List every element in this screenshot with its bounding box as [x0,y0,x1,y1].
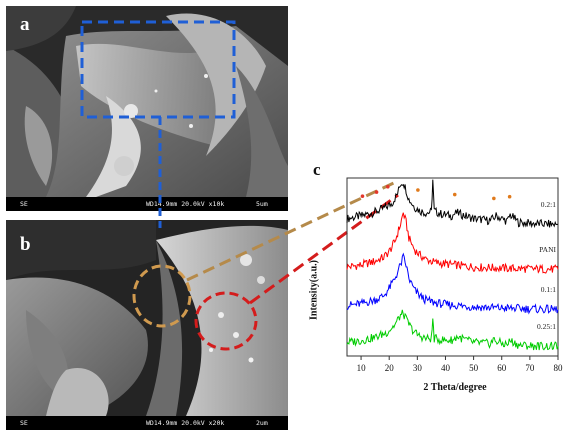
series-label: 0.1:1 [541,285,556,294]
x-tick-label: 20 [385,363,395,373]
x-tick-label: 70 [525,363,535,373]
xrd-chart: 10 20 30 40 50 60 70 80 0.2:1 PANI 0.1:1 0.25:1 [318,162,580,398]
x-tick-label: 10 [357,363,367,373]
x-axis-title: 2 Theta/degree [423,382,487,393]
zoom-region-box [80,20,236,119]
sem-scale-b: 2um [256,419,268,427]
peak-marker [416,188,420,192]
sem-mode-a: SE [20,200,28,208]
sem-micrograph-b [6,220,288,416]
sem-micrograph-a [6,6,288,197]
highlight-circle-red [194,291,258,351]
xrd-chart-svg: 10 20 30 40 50 60 70 80 0.2:1 PANI 0.1:1 0.25:1 [346,162,564,373]
sem-scale-a: 5um [256,200,268,208]
sem-params-a: WD14.9mm 20.0kV x10k [146,200,225,208]
series-line-0-2-1 [346,179,558,229]
panel-label-c: c [313,160,321,179]
x-tick-label: 40 [441,363,451,373]
series-label: 0.2:1 [541,200,556,209]
highlight-circle-tan [132,264,192,328]
panel-label-a: a [20,14,30,35]
sem-info-bar-b: SE WD14.9mm 20.0kV x20k 2um [6,416,288,430]
sem-image-a: a SE WD14.9mm 20.0kV x10k 5um [6,6,288,211]
sem-image-b: b SE WD14.9mm 20.0kV x20k 2um [6,220,288,430]
peak-marker [452,192,457,197]
panel-label-b: b [20,234,31,255]
peak-marker [374,190,379,194]
peak-marker [360,194,365,198]
sem-params-b: WD14.9mm 20.0kV x20k [146,419,225,427]
x-tick-label: 50 [469,363,479,373]
series-line-0-1-1 [346,252,559,315]
x-tick-label: 80 [554,363,564,373]
peak-marker [385,184,390,189]
series-line-0-25-1 [346,309,559,351]
series-label: 0.25:1 [537,322,556,331]
peak-marker [507,194,512,199]
connector-tan [186,179,399,282]
series-line-PANI [346,212,559,274]
sem-mode-b: SE [20,419,28,427]
x-tick-label: 30 [413,363,423,373]
series-label: PANI [539,245,556,254]
peak-marker [492,196,496,201]
x-tick-label: 60 [497,363,507,373]
sem-info-bar-a: SE WD14.9mm 20.0kV x10k 5um [6,197,288,211]
connector-red [249,193,399,305]
